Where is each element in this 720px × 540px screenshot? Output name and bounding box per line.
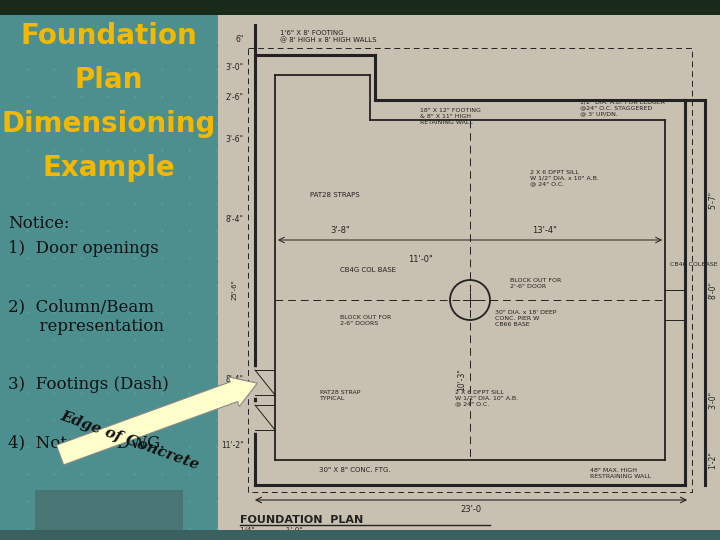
Text: 10'-3": 10'-3" [457, 369, 466, 392]
Text: 11'-0": 11'-0" [408, 255, 433, 264]
Text: 23'-0: 23'-0 [460, 505, 482, 514]
Text: PAT28 STRAPS: PAT28 STRAPS [310, 192, 359, 198]
Text: 18" X 12" FOOTING
& 8" X 11" HIGH
RETAINING WALL: 18" X 12" FOOTING & 8" X 11" HIGH RETAIN… [420, 108, 481, 125]
Text: 2 X 6 DFPT SILL
W 1/2" DIA. x 10" A.B.
@ 24" O.C.: 2 X 6 DFPT SILL W 1/2" DIA. x 10" A.B. @… [530, 170, 599, 187]
Text: 1/4"              1'-0": 1/4" 1'-0" [240, 527, 302, 533]
Text: FOUNDATION  PLAN: FOUNDATION PLAN [240, 515, 364, 525]
Text: CB46 COLBASE: CB46 COLBASE [670, 262, 718, 267]
Text: 1/2" DIA. A.D. FOR LEDGER
@24" O.C. STAGGERED
@ 3' UP/DN.: 1/2" DIA. A.D. FOR LEDGER @24" O.C. STAG… [580, 100, 665, 117]
Text: Foundation: Foundation [21, 22, 197, 50]
Bar [35, 490, 183, 530]
Text: 3)  Footings (Dash): 3) Footings (Dash) [8, 376, 169, 393]
Bar [0, 15, 218, 540]
Text: CB4G COL BASE: CB4G COL BASE [340, 267, 396, 273]
FancyArrow shape [56, 377, 257, 465]
Text: 3'-0": 3'-0" [226, 63, 244, 71]
Bar [0, 0, 720, 15]
Text: 30" X 8" CONC. FTG.: 30" X 8" CONC. FTG. [319, 467, 391, 473]
Bar [218, 15, 720, 530]
Text: 2'-6": 2'-6" [226, 93, 244, 103]
Text: 5'-7": 5'-7" [708, 191, 717, 209]
Text: 6": 6" [235, 36, 244, 44]
Text: 3'-0": 3'-0" [708, 391, 717, 409]
Bar [0, 530, 720, 540]
Text: 1'6" X 8' FOOTING
@ 8' HIGH x 8' HIGH WALLS: 1'6" X 8' FOOTING @ 8' HIGH x 8' HIGH WA… [280, 30, 377, 44]
Text: 1)  Door openings: 1) Door openings [8, 240, 158, 257]
Text: 11'-2": 11'-2" [221, 441, 244, 449]
Text: 3'-6": 3'-6" [226, 136, 244, 145]
Text: 25'-6": 25'-6" [232, 280, 238, 300]
Text: 3'-8": 3'-8" [330, 226, 350, 235]
Text: Edge of Concrete: Edge of Concrete [58, 409, 202, 472]
Text: 4)  Notes on DWG.: 4) Notes on DWG. [8, 434, 165, 451]
Text: Example: Example [42, 154, 176, 182]
Text: 8'-4": 8'-4" [226, 375, 244, 384]
Text: 2 X 6 DFPT SILL
W 1/2" DIA. 10" A.B.
@ 24" O.C.: 2 X 6 DFPT SILL W 1/2" DIA. 10" A.B. @ 2… [455, 390, 518, 407]
Text: 1'-2": 1'-2" [708, 451, 717, 469]
Text: 48" MAX. HIGH
RESTRAINING WALL: 48" MAX. HIGH RESTRAINING WALL [590, 468, 652, 479]
Text: BLOCK OUT FOR
2-6" DOORS: BLOCK OUT FOR 2-6" DOORS [340, 315, 391, 326]
Text: 8'-4": 8'-4" [226, 215, 244, 225]
Text: Plan: Plan [75, 66, 143, 94]
Text: 30" DIA. x 18' DEEP
CONC. PIER W
CB66 BASE: 30" DIA. x 18' DEEP CONC. PIER W CB66 BA… [495, 310, 557, 327]
Text: Dimensioning: Dimensioning [2, 110, 216, 138]
Text: 8'-0": 8'-0" [708, 281, 717, 299]
Text: Notice:: Notice: [8, 215, 70, 232]
Text: PAT28 STRAP
TYPICAL: PAT28 STRAP TYPICAL [320, 390, 361, 401]
Text: BLOCK OUT FOR
2'-6" DOOR: BLOCK OUT FOR 2'-6" DOOR [510, 278, 562, 289]
Text: 2)  Column/Beam
      representation: 2) Column/Beam representation [8, 298, 164, 335]
Text: 13'-4": 13'-4" [533, 226, 557, 235]
